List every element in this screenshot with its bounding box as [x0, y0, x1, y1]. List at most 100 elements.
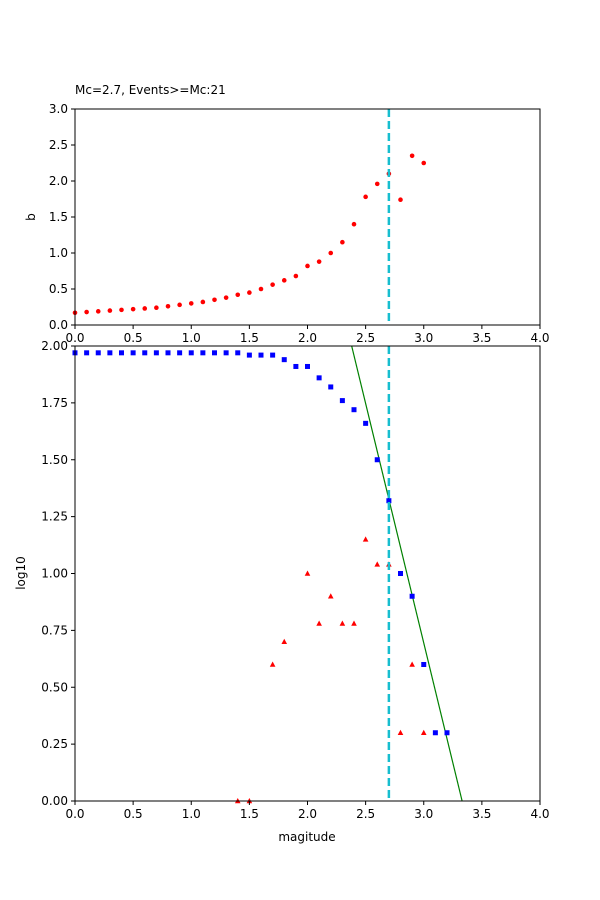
- b-panel-x-tick-label: 2.0: [298, 331, 317, 345]
- b-panel-y-tick-label: 3.0: [49, 102, 68, 116]
- b-value-point: [223, 295, 229, 300]
- cumulative-count-point: [339, 398, 345, 404]
- b-value-point: [281, 278, 287, 283]
- log10-panel-x-tick-label: 1.5: [240, 807, 259, 821]
- b-panel-frame: [74, 108, 541, 326]
- log10-panel-y-axis-label: log10: [14, 556, 28, 590]
- incremental-count-point: [397, 729, 404, 735]
- b-value-point: [177, 302, 182, 308]
- cumulative-count-point: [165, 350, 171, 356]
- cumulative-count-point: [130, 350, 136, 356]
- b-value-point: [130, 306, 136, 312]
- cumulative-count-point: [398, 571, 403, 576]
- b-value-point: [340, 239, 345, 245]
- b-value-point: [328, 250, 334, 256]
- b-panel-title: Mc=2.7, Events>=Mc:21: [75, 83, 226, 97]
- cumulative-count-point: [363, 420, 369, 426]
- b-value-point: [154, 305, 159, 311]
- incremental-count-point: [339, 620, 346, 626]
- b-panel-x-ticks: 0.0 0.5 1.0 1.5 2.0 2.5 3.0 3.5 4.0: [65, 325, 550, 345]
- cumulative-count-point: [84, 350, 90, 356]
- b-value-point: [247, 290, 252, 295]
- cumulative-count-point: [212, 350, 217, 356]
- cumulative-count-point: [200, 350, 206, 356]
- cumulative-count-point: [119, 350, 124, 356]
- log10-panel-x-tick-label: 2.0: [298, 807, 317, 821]
- b-value-point: [165, 303, 171, 309]
- b-value-point: [270, 282, 275, 287]
- cumulative-count-point: [421, 662, 427, 667]
- b-panel-x-tick-label: 1.5: [240, 331, 259, 345]
- b-value-point: [212, 297, 217, 303]
- b-value-point: [293, 273, 299, 279]
- b-panel-marks: [72, 109, 427, 325]
- incremental-count-point: [269, 661, 276, 667]
- b-panel-x-tick-label: 0.0: [65, 331, 84, 345]
- b-panel-y-tick-label: 0.0: [49, 318, 68, 332]
- cumulative-count-point: [444, 730, 450, 736]
- b-value-point: [95, 309, 101, 314]
- b-value-point: [258, 286, 264, 292]
- b-panel-y-tick-label: 1.5: [49, 210, 68, 224]
- log10-panel-y-tick-label: 1.75: [41, 396, 68, 410]
- log10-panel: 0.0 0.5 1.0 1.5 2.0 2.5 3.0 3.5 4.0 0.00 0.25 0.50…: [14, 339, 550, 844]
- log10-panel-y-tick-label: 0.50: [41, 680, 68, 694]
- cumulative-count-point: [223, 350, 229, 356]
- b-value-point: [421, 160, 427, 166]
- cumulative-count-point: [386, 498, 392, 504]
- cumulative-count-point: [107, 350, 113, 356]
- incremental-count-point: [420, 729, 427, 735]
- log10-panel-y-ticks: 0.00 0.25 0.50 0.75 1.00 1.25 1.50 1.75 2.00: [41, 339, 75, 808]
- incremental-count-point: [362, 536, 369, 542]
- log10-panel-y-tick-label: 2.00: [41, 339, 68, 353]
- log10-panel-x-ticks: 0.0 0.5 1.0 1.5 2.0 2.5 3.0 3.5 4.0: [65, 801, 550, 821]
- b-panel-y-tick-label: 0.5: [49, 282, 68, 296]
- b-value-point: [188, 301, 194, 306]
- cumulative-count-point: [409, 593, 415, 599]
- b-value-point: [235, 292, 241, 298]
- cumulative-count-point: [281, 357, 287, 363]
- log10-panel-x-tick-label: 2.5: [356, 807, 375, 821]
- cumulative-count-point: [328, 384, 334, 390]
- cumulative-count-point: [305, 363, 310, 369]
- log10-panel-x-tick-label: 0.5: [124, 807, 143, 821]
- b-value-panel: Mc=2.7, Events>=Mc:21 0.0 0.5 1.0 1.5 2.0 2.5…: [24, 83, 550, 345]
- cumulative-count-point: [142, 350, 148, 356]
- b-panel-y-ticks: 0.0 0.5 1.0 1.5 2.0 2.5 3.0: [49, 102, 75, 332]
- log10-panel-y-tick-label: 0.00: [41, 794, 68, 808]
- incremental-count-point: [409, 661, 415, 667]
- b-value-point: [200, 299, 206, 305]
- cumulative-count-point: [432, 730, 438, 736]
- b-value-point: [107, 308, 113, 313]
- incremental-count-point: [281, 638, 288, 644]
- log10-panel-marks: [72, 345, 463, 804]
- b-value-point: [142, 306, 148, 311]
- cumulative-count-point: [153, 350, 159, 356]
- b-panel-y-tick-label: 2.5: [49, 138, 68, 152]
- fit-line: [351, 345, 463, 802]
- log10-panel-x-tick-label: 1.0: [182, 807, 201, 821]
- log10-panel-x-tick-label: 3.5: [472, 807, 491, 821]
- b-value-point: [374, 181, 380, 187]
- cumulative-count-point: [246, 352, 252, 358]
- incremental-count-point: [304, 570, 311, 576]
- incremental-count-point: [327, 593, 334, 599]
- b-value-point: [398, 197, 403, 203]
- incremental-count-point: [316, 620, 322, 626]
- b-value-point: [316, 259, 322, 264]
- b-value-point: [84, 309, 89, 315]
- b-panel-x-tick-label: 3.0: [414, 331, 433, 345]
- cumulative-count-point: [270, 352, 276, 358]
- b-panel-x-tick-label: 3.5: [472, 331, 491, 345]
- log10-panel-x-tick-label: 3.0: [414, 807, 433, 821]
- b-panel-x-tick-label: 0.5: [124, 331, 143, 345]
- cumulative-count-point: [351, 407, 357, 413]
- b-panel-y-axis-label: b: [24, 213, 38, 221]
- incremental-count-point: [374, 561, 381, 567]
- log10-panel-y-tick-label: 1.50: [41, 453, 68, 467]
- cumulative-count-point: [374, 457, 380, 463]
- b-panel-x-tick-label: 2.5: [356, 331, 375, 345]
- cumulative-count-point: [235, 350, 241, 356]
